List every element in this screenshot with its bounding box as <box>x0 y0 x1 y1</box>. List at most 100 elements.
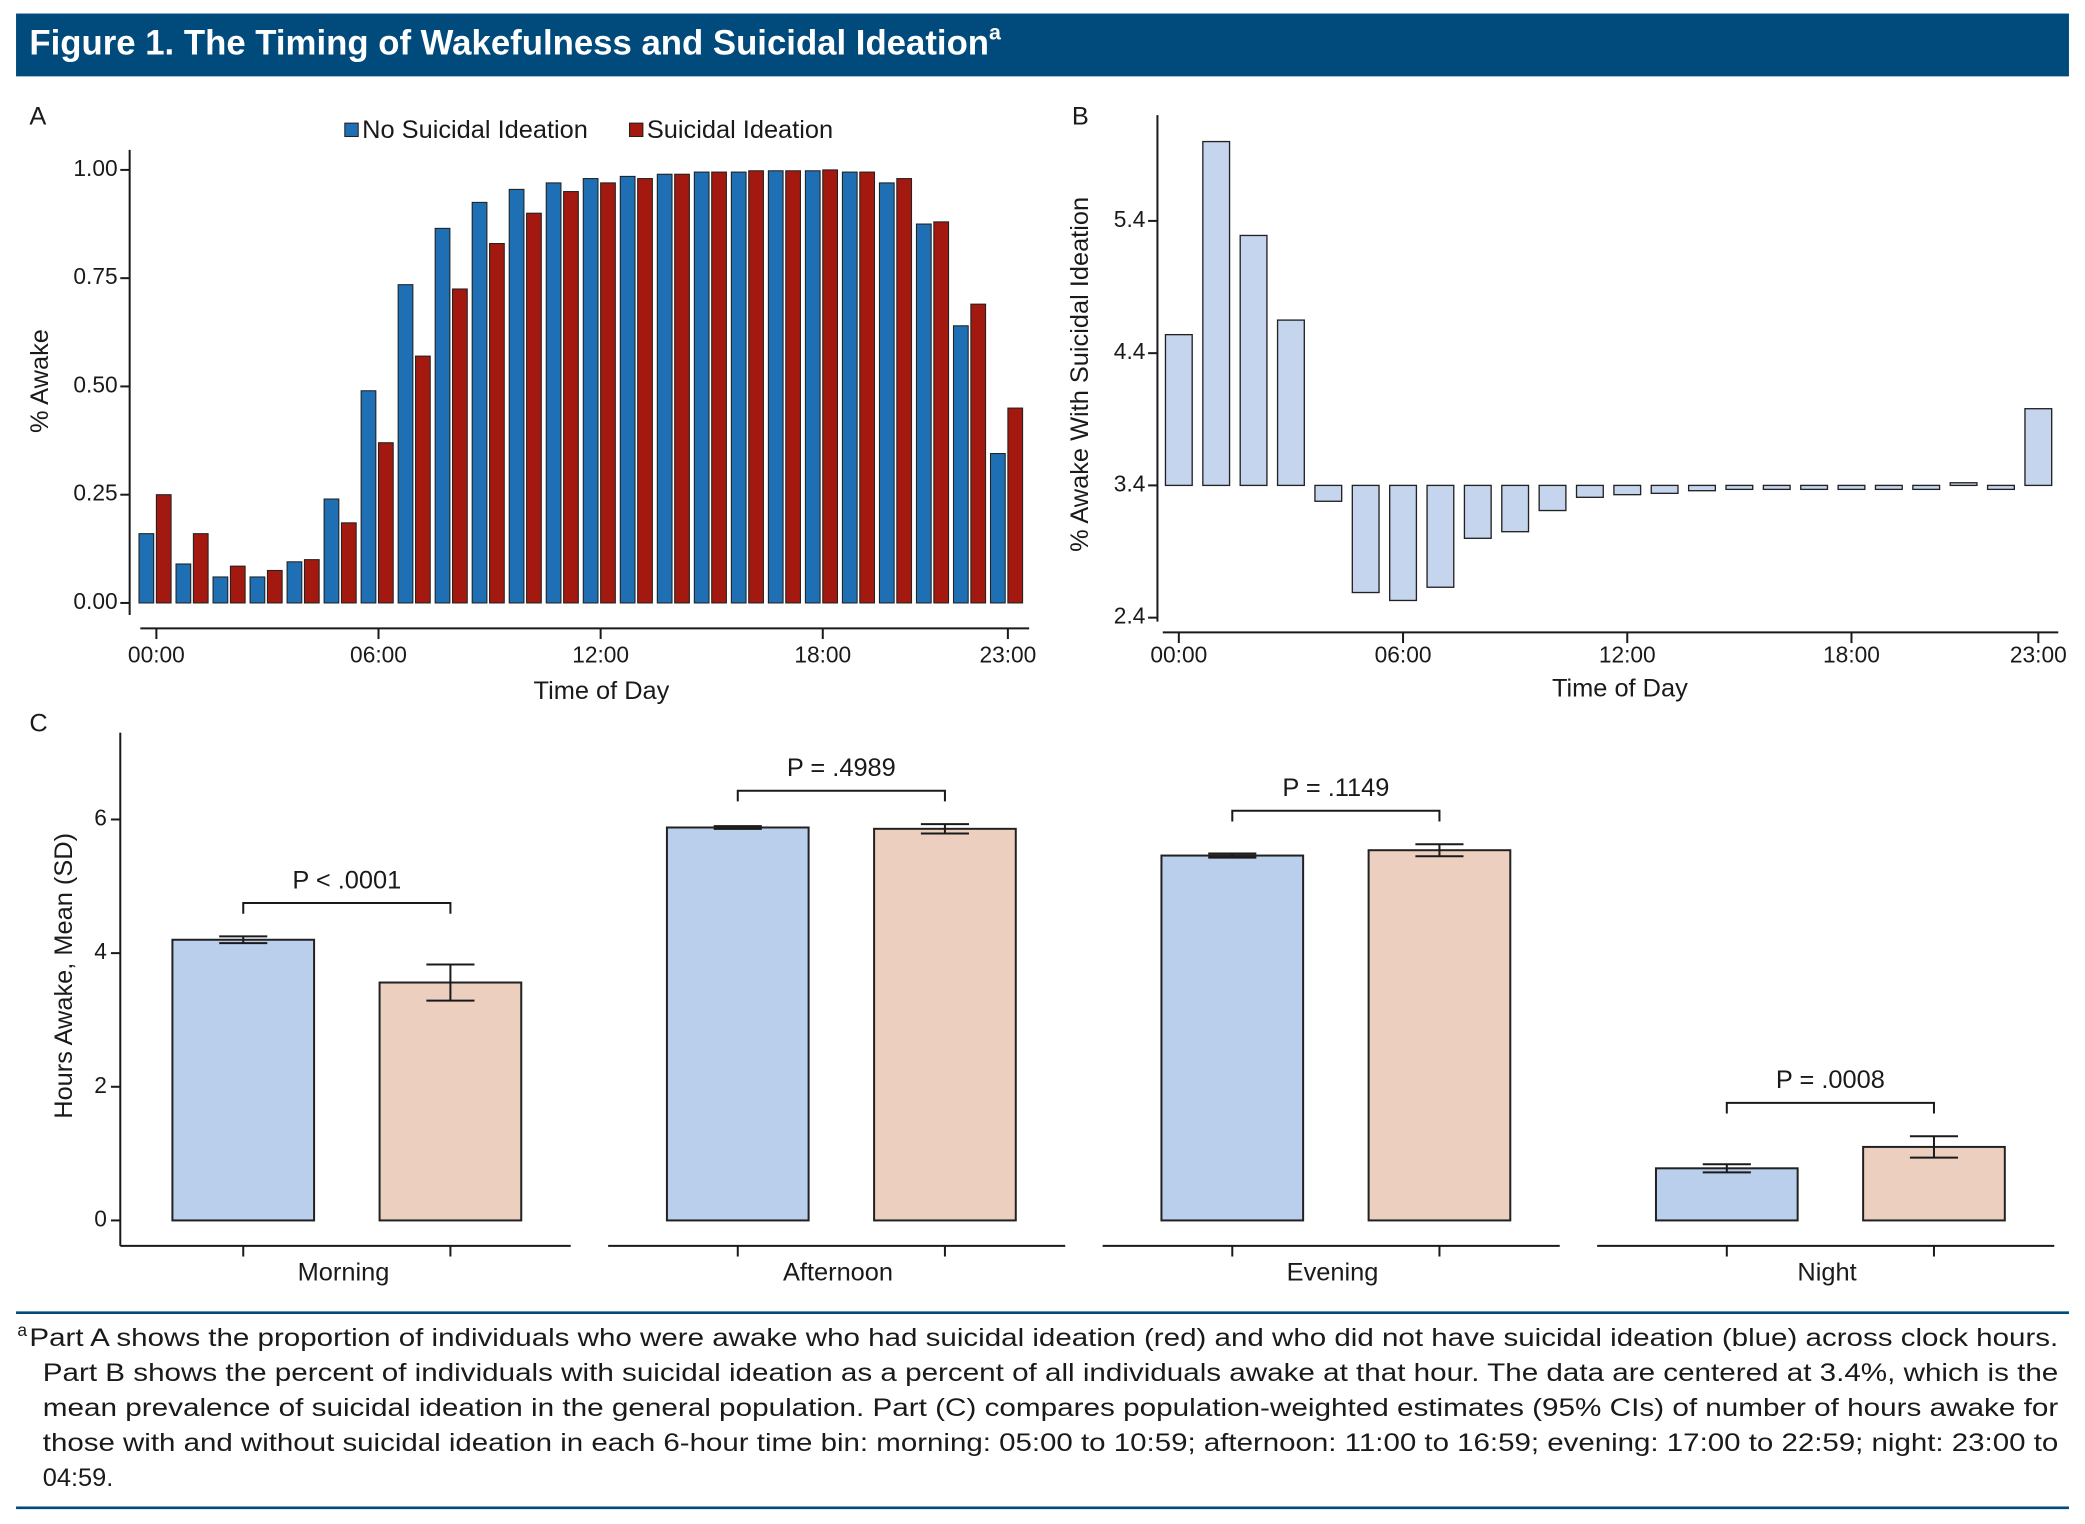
bar <box>619 175 636 604</box>
error-bar <box>426 963 475 1002</box>
bar <box>563 191 579 604</box>
title-note-mark: a <box>989 20 1002 44</box>
p-value: P = .1149 <box>1282 774 1389 802</box>
bar <box>600 182 616 604</box>
bar <box>1762 484 1791 491</box>
bar <box>1007 407 1024 604</box>
y-tick-label: 3.4 <box>1114 470 1146 496</box>
bar <box>1351 484 1380 594</box>
y-axis-label: % Awake With Suicidal Ideation <box>1066 197 1094 552</box>
bar <box>804 170 821 604</box>
bar <box>434 227 451 604</box>
legend-label: No Suicidal Ideation <box>362 116 588 144</box>
bar <box>175 563 192 604</box>
bar <box>377 442 394 604</box>
bar <box>637 178 653 604</box>
panel-label: A <box>29 102 46 130</box>
x-tick-label: 12:00 <box>1599 641 1656 667</box>
bar <box>1276 319 1305 487</box>
bar <box>748 170 764 604</box>
error-bar <box>1208 852 1257 859</box>
footnote-mark: a <box>17 1320 27 1340</box>
bar <box>360 390 377 604</box>
title-text: Figure 1. The Timing of Wakefulness and … <box>29 25 989 63</box>
bar <box>1426 484 1455 588</box>
bar <box>711 171 727 604</box>
bar <box>1463 484 1492 539</box>
bar <box>674 173 690 604</box>
bar <box>414 355 431 604</box>
bar <box>989 453 1006 604</box>
bar <box>155 494 172 604</box>
bar <box>1949 482 1978 487</box>
bar <box>1800 484 1829 491</box>
significance-bracket <box>242 902 452 914</box>
bar <box>471 201 488 604</box>
bar <box>545 182 562 604</box>
bar <box>489 242 505 604</box>
bar <box>1725 484 1754 491</box>
x-tick-label: Night <box>1797 1259 1856 1287</box>
x-tick-label: Afternoon <box>783 1259 893 1287</box>
footnote-line: 04:59. <box>43 1464 114 1492</box>
p-value: P < .0001 <box>292 866 401 894</box>
figure-title: Figure 1. The Timing of Wakefulness and … <box>29 20 1002 63</box>
x-tick-label: 12:00 <box>572 641 629 667</box>
bar <box>767 170 784 604</box>
y-tick-label: 0.75 <box>73 263 117 289</box>
bar <box>785 170 801 604</box>
bar <box>841 171 858 604</box>
bar <box>859 171 876 604</box>
error-bar <box>713 825 762 830</box>
footnote-line: those with and without suicidal ideation… <box>43 1429 2059 1457</box>
bar <box>2024 408 2053 487</box>
x-tick-label: 18:00 <box>1823 641 1880 667</box>
bar <box>822 169 839 604</box>
x-axis-label: Time of Day <box>534 677 670 705</box>
panel-label: C <box>29 709 47 737</box>
bar <box>933 221 950 604</box>
bar <box>1538 484 1567 512</box>
bar <box>340 522 357 604</box>
bar <box>323 498 340 604</box>
bar <box>249 576 266 604</box>
y-tick-label: 0.00 <box>73 588 117 614</box>
bar <box>1874 484 1903 491</box>
legend-swatch <box>344 122 359 138</box>
bar <box>582 178 599 604</box>
x-tick-label: Morning <box>298 1259 390 1287</box>
x-tick-label: 23:00 <box>979 641 1036 667</box>
title-bar <box>16 13 2069 77</box>
bar <box>915 223 932 604</box>
bar <box>665 826 810 1222</box>
bar <box>192 533 209 604</box>
legend-label: Suicidal Ideation <box>647 116 833 144</box>
bar <box>138 533 155 604</box>
significance-bracket <box>1231 809 1441 822</box>
bar <box>1160 854 1305 1222</box>
bar <box>878 182 895 604</box>
x-tick-label: Evening <box>1287 1259 1379 1287</box>
bar <box>1389 484 1418 602</box>
x-tick-label: 00:00 <box>1150 641 1207 667</box>
p-value: P = .0008 <box>1776 1066 1885 1094</box>
legend-swatch <box>628 122 644 138</box>
x-axis-label: Time of Day <box>1552 675 1688 703</box>
bar <box>397 284 414 604</box>
y-tick-label: 2.4 <box>1114 603 1146 629</box>
y-tick-label: 6 <box>94 804 107 830</box>
bar <box>229 565 246 604</box>
bar <box>693 171 710 604</box>
bar <box>1986 484 2015 491</box>
bar <box>378 981 523 1222</box>
bar <box>656 173 673 604</box>
y-tick-label: 0 <box>94 1205 107 1231</box>
error-bar <box>1909 1135 1959 1159</box>
bar <box>896 178 913 604</box>
y-tick-label: 1.00 <box>73 155 117 181</box>
bar <box>303 559 320 604</box>
bar <box>952 325 969 604</box>
bar <box>873 827 1017 1222</box>
x-tick-label: 18:00 <box>794 641 851 667</box>
